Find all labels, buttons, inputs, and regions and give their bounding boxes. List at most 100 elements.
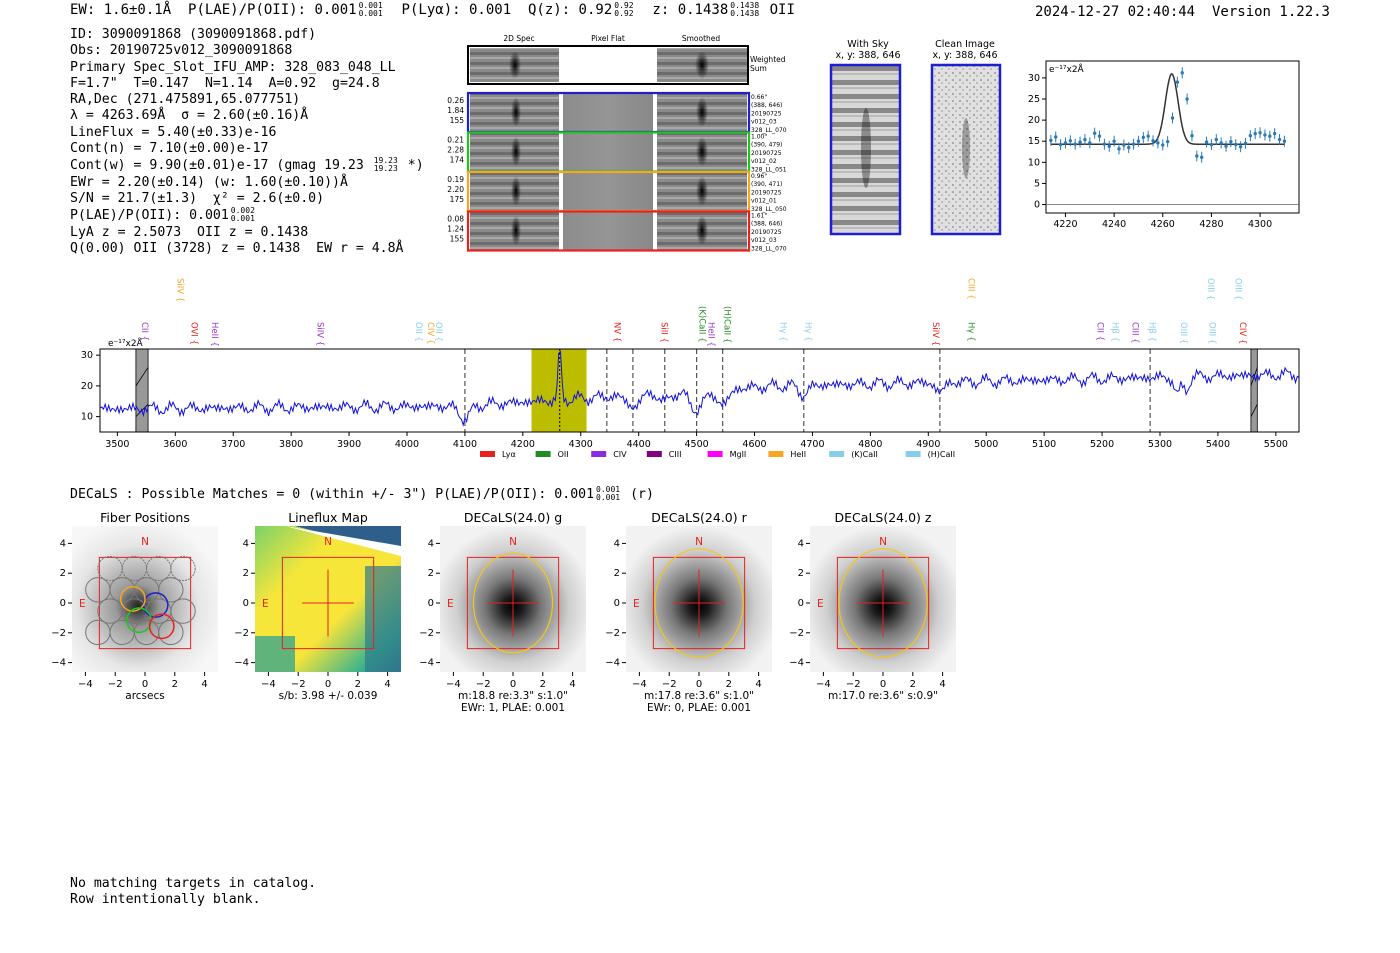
thumb-xtick-label: −2 xyxy=(662,679,677,690)
spec-xtick-label: 4100 xyxy=(453,439,477,450)
spec-xtick-label: 5300 xyxy=(1148,439,1172,450)
east-label: E xyxy=(79,598,86,610)
cutout-left-label: 175 xyxy=(450,195,465,204)
thumb-xtick-label: 0 xyxy=(325,679,331,690)
legend-item: HeII xyxy=(768,450,806,459)
spec-ytick-label: 30 xyxy=(81,350,93,361)
line-label: OII { xyxy=(413,322,423,342)
gmag-lo: 19.23 xyxy=(373,164,398,174)
qz-lo: 0.92 xyxy=(614,9,634,18)
qz-hi: 0.92 xyxy=(614,1,634,10)
cutout-panel: 2D Spec Pixel Flat Smoothed Weighted Sum… xyxy=(447,34,786,252)
header-meta: 2024-12-27 02:40:44 Version 1.22.3 xyxy=(1035,4,1330,20)
east-label: E xyxy=(447,598,454,610)
spec-xtick-label: 4900 xyxy=(916,439,940,450)
spectrum-frame xyxy=(99,348,1300,433)
zoom-data-point xyxy=(1097,130,1102,142)
zoom-ytick-label: 30 xyxy=(1028,73,1040,84)
legend-label: HeII xyxy=(790,450,806,459)
legend-label: CIII xyxy=(669,450,682,459)
plya-value: P(Lyα): 0.001 xyxy=(401,2,512,18)
full-spectrum-chart: CII {SiIV {OVI {HeII {SiIV {OII {CIV {OI… xyxy=(81,278,1300,459)
legend-label: OII xyxy=(558,450,569,459)
spec-xtick-label: 4300 xyxy=(569,439,593,450)
thumbnail-title: DECaLS(24.0) z xyxy=(835,510,932,525)
east-label: E xyxy=(262,598,269,610)
zoom-data-point xyxy=(1199,151,1204,163)
thumb-ytick-label: 0 xyxy=(614,598,620,609)
zoom-data-point xyxy=(1058,139,1063,151)
thumb-ytick-label: −4 xyxy=(51,658,66,669)
info-contw-tail: *) xyxy=(407,158,424,174)
zoom-data-point xyxy=(1092,127,1097,139)
weighted-sum-row: Weighted Sum xyxy=(467,45,786,85)
thumb-xtick-label: 0 xyxy=(880,679,886,690)
legend-item: (H)CaII xyxy=(905,450,955,459)
zoom-data-point xyxy=(1253,128,1257,140)
cutout-right-label: 1.61" xyxy=(751,213,767,220)
clean-image-coords: x, y: 388, 646 xyxy=(932,50,997,61)
cutout-left-label: 0.08 xyxy=(447,215,464,224)
qz-value: Q(z): 0.92 xyxy=(527,2,613,18)
spec-xtick-label: 4700 xyxy=(800,439,824,450)
cutout-left-label: 0.21 xyxy=(447,136,464,145)
catalog-footer: No matching targets in catalog. Row inten… xyxy=(70,876,316,908)
north-label: N xyxy=(141,536,149,548)
line-label: Hβ { xyxy=(1147,322,1157,342)
timestamp: 2024-12-27 02:40:44 xyxy=(1034,4,1196,20)
sky-panels: With Sky x, y: 388, 646 Clean Image x, y… xyxy=(829,39,1002,236)
spec-xtick-label: 3900 xyxy=(337,439,361,450)
version: Version 1.22.3 xyxy=(1211,4,1330,20)
emission-highlight xyxy=(531,349,587,432)
line-label: Hγ { xyxy=(965,322,975,342)
info-lya: LyA z = 2.5073 OII z = 0.1438 xyxy=(70,224,309,240)
thumb-ytick-label: 2 xyxy=(614,568,620,579)
thumbnail-caption: m:17.0 re:3.6" s:0.9" xyxy=(828,690,938,702)
zoom-data-point xyxy=(1073,138,1077,150)
zoom-data-point xyxy=(1063,137,1068,149)
thumb-xtick-label: 2 xyxy=(172,679,178,690)
thumb-xtick-label: 0 xyxy=(696,679,702,690)
aperture-ellipse xyxy=(838,548,928,658)
thumb-ytick-label: 4 xyxy=(798,538,804,549)
zoom-ytick-label: 10 xyxy=(1028,157,1040,168)
zoom-ytick-label: 20 xyxy=(1028,115,1040,126)
thumbnail: Fiber Positions N E −4 −4 −2 −2 0 0 2 2 4 4 arcsecs xyxy=(51,510,218,702)
cutout-left-label: 2.28 xyxy=(447,146,464,155)
thumbnail-caption: arcsecs xyxy=(125,690,164,702)
cutout-left-label: 0.19 xyxy=(447,175,464,184)
info-lineflux: LineFlux = 5.40(±0.33)e-16 xyxy=(70,124,277,140)
line-label: SiIV { xyxy=(175,278,185,302)
zoom-data-point xyxy=(1161,139,1165,151)
line-label: HeII { xyxy=(209,322,219,347)
cutout-right-label: 1.00" xyxy=(751,134,767,141)
zoom-data-point xyxy=(1170,112,1175,124)
with-sky-coords: x, y: 388, 646 xyxy=(835,50,900,61)
zoom-frame xyxy=(1045,60,1300,214)
zoom-data-point xyxy=(1175,76,1180,88)
zoom-data-point xyxy=(1180,67,1184,79)
spec-xtick-label: 3600 xyxy=(163,439,187,450)
line-label: OIII { xyxy=(1206,322,1216,344)
search-box xyxy=(98,556,192,650)
zoom-data-point xyxy=(1229,136,1233,148)
col-title-pixelflat: Pixel Flat xyxy=(591,34,625,43)
zoom-data-point xyxy=(1102,138,1107,150)
zoom-data-point xyxy=(1151,135,1155,147)
legend-item: MgII xyxy=(707,450,746,459)
decals-text: DECaLS : Possible Matches = 0 (within +/… xyxy=(70,487,595,502)
zoom-data-point xyxy=(1117,143,1121,155)
spec-xtick-label: 3500 xyxy=(105,439,129,450)
north-label: N xyxy=(509,536,517,548)
spec-xtick-label: 4800 xyxy=(858,439,882,450)
gaussian-fit-line xyxy=(1050,73,1285,145)
line-label: (K)CaII { xyxy=(697,306,707,342)
line-label: OIII { xyxy=(1232,278,1242,300)
weighted-label-2: Sum xyxy=(750,64,767,73)
spec-xtick-label: 4200 xyxy=(511,439,535,450)
zoom-data-point xyxy=(1268,130,1272,142)
legend-label: (K)CaII xyxy=(851,450,878,459)
info-contw-text: Cont(w) = 9.90(±0.01)e-17 (gmag 19.23 xyxy=(70,158,364,174)
zoom-data-point xyxy=(1190,130,1194,142)
thumb-ytick-label: 2 xyxy=(60,568,66,579)
